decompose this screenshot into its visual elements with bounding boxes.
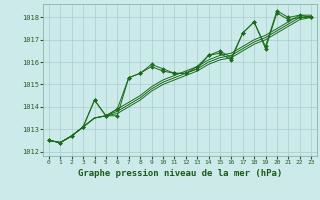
X-axis label: Graphe pression niveau de la mer (hPa): Graphe pression niveau de la mer (hPa) bbox=[78, 169, 282, 178]
